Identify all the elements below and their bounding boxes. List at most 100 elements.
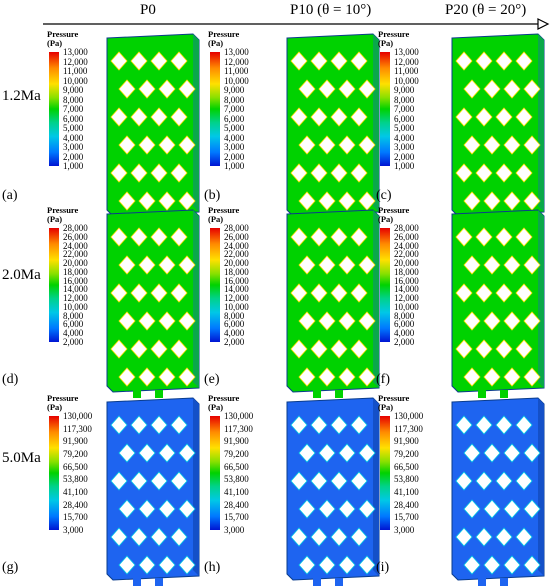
- legend-tick: 91,900: [63, 436, 88, 447]
- legend-unit: (Pa): [47, 214, 63, 224]
- legend-tick: 6,000: [394, 113, 415, 124]
- legend-tick: 18,000: [224, 266, 249, 277]
- legend-tick: 2,000: [63, 337, 84, 347]
- legend-tick: 3,000: [63, 142, 84, 152]
- legend-tick: 91,900: [394, 436, 419, 447]
- legend-tick: 10,000: [63, 301, 88, 312]
- legend-tick: 117,300: [224, 423, 253, 434]
- legend-tick: 24,000: [224, 240, 249, 251]
- legend-tick: 14,000: [224, 284, 249, 295]
- legend-tick: 28,000: [394, 223, 419, 233]
- legend-tick: 20,000: [224, 258, 249, 269]
- legend-tick: 11,000: [63, 66, 88, 76]
- panel-label: (e): [204, 372, 220, 387]
- legend-tick: 12,000: [224, 293, 249, 304]
- legend-tick: 41,100: [394, 487, 419, 497]
- legend-tick: 9,000: [394, 85, 415, 95]
- legend-color-bar: [380, 52, 390, 166]
- legend-tick: 130,000: [224, 411, 254, 421]
- legend-tick: 24,000: [394, 240, 419, 251]
- column-header-p0: P0: [140, 2, 156, 18]
- legend-title: Pressure: [47, 205, 79, 215]
- legend-tick: 12,000: [224, 56, 249, 67]
- legend-color-bar: [380, 228, 390, 342]
- legend-tick: 16,000: [224, 275, 249, 286]
- legend-tick: 9,000: [224, 85, 245, 95]
- legend-tick: 26,000: [394, 231, 419, 242]
- legend-tick: 2,000: [394, 151, 415, 162]
- legend-tick: 66,500: [224, 461, 249, 472]
- legend-tick: 28,400: [224, 499, 249, 510]
- legend-tick: 28,400: [63, 499, 88, 510]
- legend-tick: 4,000: [394, 328, 415, 339]
- row-label: 5.0Ma: [2, 450, 41, 466]
- legend-tick: 2,000: [224, 337, 245, 347]
- legend-tick: 79,200: [63, 449, 88, 459]
- legend-title: Pressure: [378, 393, 410, 403]
- legend-tick: 6,000: [224, 319, 245, 330]
- legend-tick: 3,000: [63, 525, 84, 535]
- legend-tick: 8,000: [394, 94, 415, 105]
- legend-unit: (Pa): [208, 214, 224, 224]
- legend-tick: 11,000: [224, 66, 249, 76]
- legend-tick: 4,000: [63, 328, 84, 339]
- legend-tick: 79,200: [224, 449, 249, 459]
- legend-tick: 10,000: [394, 301, 419, 312]
- legend-title: Pressure: [378, 205, 410, 215]
- legend-tick: 6,000: [394, 319, 415, 330]
- legend-tick: 7,000: [394, 104, 415, 114]
- pressure-legend: Pressure (Pa) 130,000 117,300 91,900 79,200 66…: [376, 394, 456, 544]
- legend-tick: 14,000: [63, 284, 88, 295]
- legend-tick: 20,000: [394, 258, 419, 269]
- legend-tick: 91,900: [224, 436, 249, 447]
- legend-unit: (Pa): [378, 38, 394, 48]
- legend-tick: 6,000: [63, 113, 84, 124]
- lattice-pressure-contour: [106, 209, 200, 398]
- legend-color-bar: [49, 416, 59, 530]
- panel-label: (c): [376, 188, 392, 203]
- legend-tick: 8,000: [224, 94, 245, 105]
- legend-tick: 13,000: [224, 47, 249, 57]
- legend-tick: 53,800: [224, 474, 249, 485]
- legend-unit: (Pa): [378, 402, 394, 412]
- legend-tick: 14,000: [394, 284, 419, 295]
- legend-tick: 5,000: [394, 123, 415, 133]
- lattice-pressure-contour: [451, 397, 545, 586]
- legend-unit: (Pa): [208, 38, 224, 48]
- header-arrow: [43, 18, 550, 30]
- legend-tick: 3,000: [224, 525, 245, 535]
- legend-tick: 7,000: [63, 104, 84, 114]
- legend-tick: 13,000: [63, 47, 88, 57]
- lattice-pressure-contour: [106, 397, 200, 586]
- legend-tick: 28,000: [63, 223, 88, 233]
- legend-tick: 26,000: [63, 231, 88, 242]
- legend-tick: 4,000: [224, 328, 245, 339]
- legend-tick: 79,200: [394, 449, 419, 459]
- legend-tick: 4,000: [224, 132, 245, 143]
- legend-tick: 3,000: [224, 142, 245, 152]
- legend-tick: 24,000: [63, 240, 88, 251]
- legend-tick: 11,000: [394, 66, 419, 76]
- legend-unit: (Pa): [47, 402, 63, 412]
- legend-tick: 2,000: [224, 151, 245, 162]
- column-header-p20: P20 (θ = 20°): [445, 2, 527, 18]
- legend-tick: 9,000: [63, 85, 84, 95]
- legend-title: Pressure: [47, 393, 79, 403]
- legend-tick: 15,700: [394, 512, 419, 523]
- legend-tick: 26,000: [224, 231, 249, 242]
- legend-tick: 117,300: [63, 423, 92, 434]
- legend-tick: 22,000: [224, 249, 249, 260]
- legend-tick: 4,000: [63, 132, 84, 143]
- pressure-legend: Pressure (Pa) 130,000 117,300 91,900 79,200 66…: [206, 394, 286, 544]
- lattice-pressure-contour: [286, 33, 380, 222]
- legend-tick: 22,000: [63, 249, 88, 260]
- legend-tick: 8,000: [63, 94, 84, 105]
- pressure-legend: Pressure (Pa) 130,000 117,300 91,900 79,200 66…: [45, 394, 125, 544]
- legend-tick: 41,100: [224, 487, 249, 497]
- panel-label: (d): [2, 372, 19, 387]
- legend-tick: 53,800: [394, 474, 419, 485]
- legend-tick: 12,000: [63, 293, 88, 304]
- legend-tick: 117,300: [394, 423, 423, 434]
- legend-tick: 5,000: [63, 123, 84, 133]
- legend-color-bar: [210, 416, 220, 530]
